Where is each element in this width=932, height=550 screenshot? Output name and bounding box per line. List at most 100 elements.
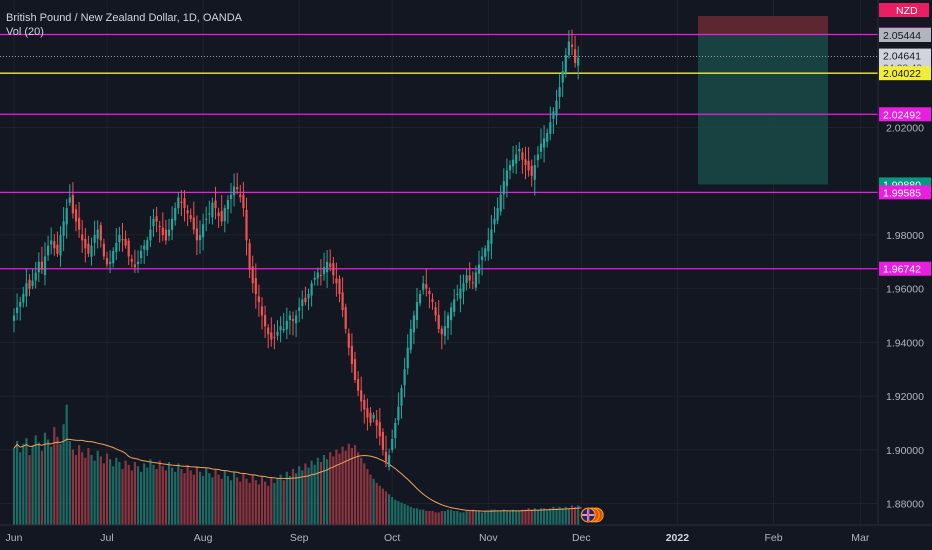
volume-bar [146, 467, 149, 525]
volume-bar [347, 443, 350, 525]
candle-body [96, 229, 99, 239]
currency-label[interactable]: NZD [896, 5, 918, 17]
volume-bar [434, 512, 437, 525]
volume-bar [118, 462, 121, 525]
candle-body [307, 294, 310, 299]
candle-body [16, 307, 19, 313]
volume-bar [329, 452, 332, 525]
take-profit-zone[interactable] [698, 34, 828, 185]
price-label-bg[interactable] [879, 66, 931, 81]
price-label-bg[interactable] [879, 107, 931, 122]
volume-bar [477, 511, 481, 525]
price-label-bg[interactable] [879, 185, 931, 200]
volume-bar [316, 457, 319, 525]
price-axis[interactable]: 2.02000 1.98000 1.96000 1.94000 1.92000 1.900… [877, 0, 932, 550]
candle-body [264, 315, 267, 327]
candle-body [549, 122, 552, 134]
candle-body [428, 290, 431, 295]
volume-bar [462, 512, 465, 525]
candle-body [180, 201, 183, 203]
candle-body [443, 326, 446, 336]
price-label-bg[interactable] [879, 261, 931, 276]
volume-bar [564, 506, 567, 525]
candle-body [400, 388, 403, 406]
volume-bar [406, 505, 409, 525]
horizontal-levels[interactable] [0, 33, 878, 270]
volume-bar [555, 508, 558, 525]
volume-bar [425, 511, 428, 525]
volume-bar [229, 480, 233, 525]
volume-bar [403, 504, 406, 525]
volume-bar [465, 511, 468, 525]
volume-bar [484, 511, 487, 525]
symbol-title[interactable]: British Pound / New Zealand Dollar, 1D, … [6, 12, 242, 24]
price-label[interactable]: 2.02492 [883, 109, 921, 121]
price-label[interactable]: 2.04022 [883, 68, 921, 80]
currency-badge-bg[interactable] [879, 3, 929, 17]
time-axis[interactable]: JunJulAugSepOctNovDec2022FebMarApr [0, 524, 932, 550]
candle-body [409, 328, 412, 350]
candle-body [47, 245, 50, 256]
candle-body [567, 41, 570, 56]
position-tool[interactable] [698, 16, 828, 185]
volume-bar [264, 481, 267, 525]
candle-body [102, 243, 105, 257]
candle-body [74, 209, 78, 222]
candle-body [202, 224, 205, 238]
candle-body [34, 272, 37, 281]
candle-body [558, 87, 561, 97]
volume-bar [577, 505, 580, 525]
price-label-bg[interactable] [879, 27, 931, 42]
price-label[interactable]: 1.96742 [883, 264, 921, 276]
volume-indicator-label[interactable]: Vol (20) [6, 26, 44, 38]
candle-body [183, 198, 186, 209]
volume-bar [508, 511, 512, 525]
volume-bar [375, 483, 378, 525]
volume-bar [493, 509, 496, 525]
volume-bar [74, 455, 78, 525]
price-label[interactable]: 2.05444 [883, 30, 921, 42]
volume-bar [388, 494, 391, 525]
volume-bar [360, 457, 363, 525]
volume-bar [288, 476, 291, 525]
volume-bar [161, 466, 164, 525]
candle-body [121, 239, 124, 241]
volume-bar [223, 470, 226, 525]
volume-bar [344, 450, 347, 525]
candle-body [229, 194, 233, 199]
candle-body [245, 209, 248, 241]
volume-bar [56, 436, 59, 525]
candle-body [353, 359, 357, 380]
candle-body [143, 245, 146, 250]
candle-body [465, 275, 468, 283]
time-tick-label: 2022 [666, 532, 690, 544]
price-label[interactable]: 1.99585 [883, 187, 921, 199]
volume-bar [109, 459, 112, 525]
price-label[interactable]: 2.04641 [883, 51, 921, 63]
candle-body [152, 218, 155, 227]
candle-body [512, 159, 515, 167]
volume-bar [322, 455, 326, 525]
candle-body [431, 299, 434, 303]
candle-body [419, 294, 422, 304]
candle-body [112, 251, 115, 264]
volume-bar [378, 485, 381, 525]
volume-bar [561, 508, 564, 525]
volume-bar [214, 469, 217, 525]
volume-bar [37, 442, 40, 525]
candle-body [564, 54, 567, 74]
volume-bar [527, 508, 530, 525]
candle-body [161, 227, 164, 235]
candle-body [338, 278, 341, 295]
volume-bar [304, 463, 307, 525]
volume-bar [78, 445, 81, 525]
volume-bar [490, 509, 493, 525]
candle-body [260, 306, 264, 316]
volume-bar [295, 473, 298, 525]
volume-bar [47, 439, 50, 525]
stop-loss-zone[interactable] [698, 16, 828, 35]
price-tick-label: 1.96000 [886, 284, 924, 296]
volume-bar [84, 457, 87, 525]
